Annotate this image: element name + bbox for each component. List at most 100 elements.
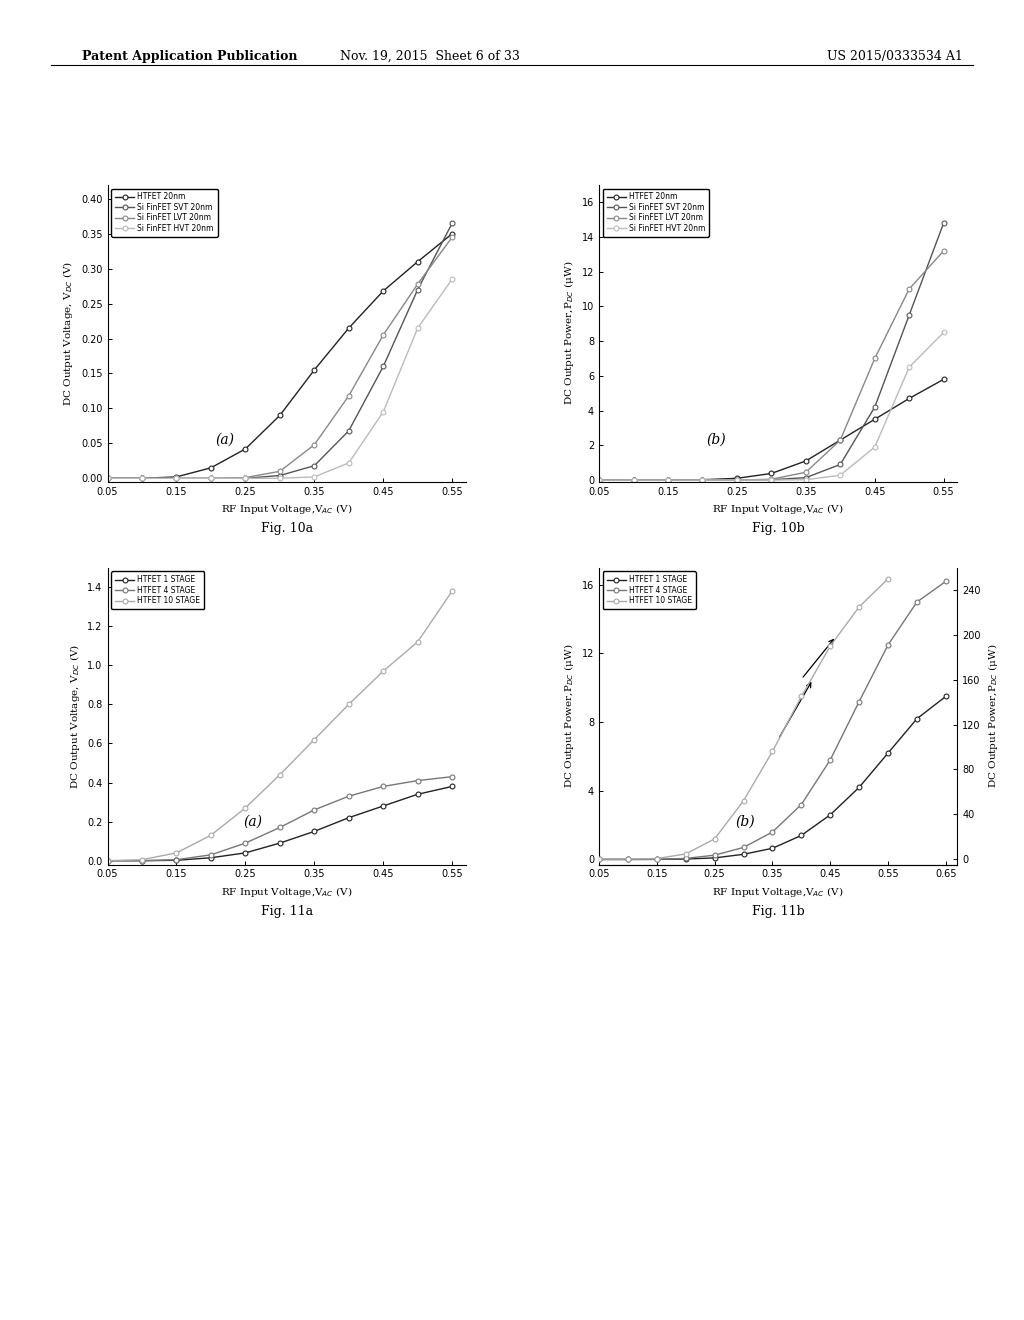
Y-axis label: DC Output Voltage, V$_{DC}$ (V): DC Output Voltage, V$_{DC}$ (V) [61, 260, 76, 407]
Line: HTFET 4 STAGE: HTFET 4 STAGE [597, 579, 948, 862]
Si FinFET SVT 20nm [903, 308, 915, 323]
HTFET 10 STAGE [882, 570, 894, 586]
HTFET 1 STAGE [680, 851, 692, 867]
HTFET 20nm [412, 253, 424, 269]
Si FinFET LVT 20nm [731, 473, 743, 488]
HTFET 10 STAGE [343, 697, 355, 713]
HTFET 10 STAGE [136, 851, 148, 867]
HTFET 1 STAGE [766, 841, 778, 857]
HTFET 1 STAGE [593, 851, 605, 867]
Si FinFET HVT 20nm [868, 440, 881, 455]
HTFET 4 STAGE [377, 779, 389, 795]
Si FinFET LVT 20nm [938, 243, 950, 259]
Si FinFET LVT 20nm [696, 473, 709, 488]
Legend: HTFET 20nm, Si FinFET SVT 20nm, Si FinFET LVT 20nm, Si FinFET HVT 20nm: HTFET 20nm, Si FinFET SVT 20nm, Si FinFE… [112, 189, 217, 236]
HTFET 4 STAGE [308, 803, 321, 818]
Text: Nov. 19, 2015  Sheet 6 of 33: Nov. 19, 2015 Sheet 6 of 33 [340, 50, 520, 63]
HTFET 10 STAGE [593, 851, 605, 867]
HTFET 1 STAGE [446, 779, 459, 795]
Si FinFET LVT 20nm [136, 470, 148, 486]
Si FinFET SVT 20nm [868, 399, 881, 414]
Si FinFET SVT 20nm [696, 473, 709, 488]
Line: HTFET 10 STAGE: HTFET 10 STAGE [597, 577, 891, 862]
Line: Si FinFET HVT 20nm: Si FinFET HVT 20nm [597, 330, 946, 483]
HTFET 1 STAGE [205, 850, 217, 866]
X-axis label: RF Input Voltage,V$_{AC}$ (V): RF Input Voltage,V$_{AC}$ (V) [221, 502, 352, 516]
HTFET 1 STAGE [308, 824, 321, 840]
Y-axis label: DC Output Voltage, V$_{DC}$ (V): DC Output Voltage, V$_{DC}$ (V) [68, 643, 82, 789]
HTFET 10 STAGE [622, 851, 634, 867]
Si FinFET LVT 20nm [800, 465, 812, 480]
Si FinFET HVT 20nm [308, 469, 321, 484]
Si FinFET LVT 20nm [308, 437, 321, 453]
HTFET 10 STAGE [680, 846, 692, 862]
Y-axis label: DC Output Power,P$_{DC}$ (μW): DC Output Power,P$_{DC}$ (μW) [986, 644, 1000, 788]
HTFET 1 STAGE [412, 787, 424, 803]
Si FinFET HVT 20nm [101, 470, 114, 486]
Si FinFET SVT 20nm [765, 471, 777, 487]
HTFET 10 STAGE [709, 830, 721, 846]
HTFET 10 STAGE [101, 853, 114, 869]
Line: HTFET 1 STAGE: HTFET 1 STAGE [597, 694, 948, 862]
Text: Patent Application Publication: Patent Application Publication [82, 50, 297, 63]
HTFET 20nm [835, 432, 847, 447]
Si FinFET HVT 20nm [273, 470, 286, 486]
HTFET 1 STAGE [622, 851, 634, 867]
Line: HTFET 20nm: HTFET 20nm [597, 378, 946, 483]
Si FinFET HVT 20nm [903, 359, 915, 375]
X-axis label: RF Input Voltage,V$_{AC}$ (V): RF Input Voltage,V$_{AC}$ (V) [713, 884, 844, 899]
HTFET 4 STAGE [136, 853, 148, 869]
HTFET 1 STAGE [170, 853, 182, 869]
Line: Si FinFET SVT 20nm: Si FinFET SVT 20nm [597, 220, 946, 483]
Si FinFET HVT 20nm [446, 271, 459, 286]
Line: HTFET 4 STAGE: HTFET 4 STAGE [105, 775, 455, 863]
HTFET 4 STAGE [343, 788, 355, 804]
HTFET 1 STAGE [940, 689, 952, 705]
HTFET 1 STAGE [737, 846, 750, 862]
HTFET 1 STAGE [240, 845, 252, 861]
HTFET 10 STAGE [170, 845, 182, 861]
Si FinFET LVT 20nm [903, 281, 915, 297]
HTFET 4 STAGE [170, 851, 182, 867]
HTFET 20nm [593, 473, 605, 488]
Si FinFET SVT 20nm [731, 473, 743, 488]
HTFET 4 STAGE [650, 851, 663, 867]
HTFET 1 STAGE [273, 836, 286, 851]
Si FinFET HVT 20nm [412, 321, 424, 337]
Si FinFET LVT 20nm [446, 230, 459, 246]
HTFET 20nm [662, 473, 674, 488]
Si FinFET LVT 20nm [377, 327, 389, 343]
HTFET 10 STAGE [737, 793, 750, 809]
Legend: HTFET 1 STAGE, HTFET 4 STAGE, HTFET 10 STAGE: HTFET 1 STAGE, HTFET 4 STAGE, HTFET 10 S… [603, 572, 695, 609]
Line: Si FinFET LVT 20nm: Si FinFET LVT 20nm [597, 248, 946, 483]
HTFET 1 STAGE [343, 809, 355, 825]
Y-axis label: DC Output Power,P$_{DC}$ (μW): DC Output Power,P$_{DC}$ (μW) [562, 644, 577, 788]
HTFET 20nm [731, 470, 743, 486]
Si FinFET LVT 20nm [765, 471, 777, 487]
HTFET 20nm [628, 473, 640, 488]
Y-axis label: DC Output Power,P$_{DC}$ (μW): DC Output Power,P$_{DC}$ (μW) [562, 261, 577, 405]
HTFET 10 STAGE [446, 583, 459, 599]
Si FinFET LVT 20nm [343, 388, 355, 404]
Si FinFET HVT 20nm [731, 473, 743, 488]
HTFET 10 STAGE [308, 731, 321, 747]
Si FinFET SVT 20nm [240, 470, 252, 486]
HTFET 1 STAGE [650, 851, 663, 867]
Line: Si FinFET LVT 20nm: Si FinFET LVT 20nm [105, 235, 455, 480]
HTFET 10 STAGE [205, 828, 217, 843]
HTFET 1 STAGE [136, 853, 148, 869]
Si FinFET SVT 20nm [662, 473, 674, 488]
Legend: HTFET 20nm, Si FinFET SVT 20nm, Si FinFET LVT 20nm, Si FinFET HVT 20nm: HTFET 20nm, Si FinFET SVT 20nm, Si FinFE… [603, 189, 709, 236]
HTFET 4 STAGE [910, 594, 923, 610]
Si FinFET LVT 20nm [412, 276, 424, 292]
Text: (b): (b) [735, 814, 755, 829]
HTFET 4 STAGE [766, 824, 778, 840]
HTFET 1 STAGE [853, 779, 865, 795]
Si FinFET LVT 20nm [628, 473, 640, 488]
Text: Fig. 10a: Fig. 10a [261, 521, 312, 535]
Si FinFET SVT 20nm [446, 215, 459, 231]
Si FinFET HVT 20nm [343, 455, 355, 471]
Line: Si FinFET HVT 20nm: Si FinFET HVT 20nm [105, 277, 455, 480]
Si FinFET SVT 20nm [101, 470, 114, 486]
Si FinFET HVT 20nm [662, 473, 674, 488]
